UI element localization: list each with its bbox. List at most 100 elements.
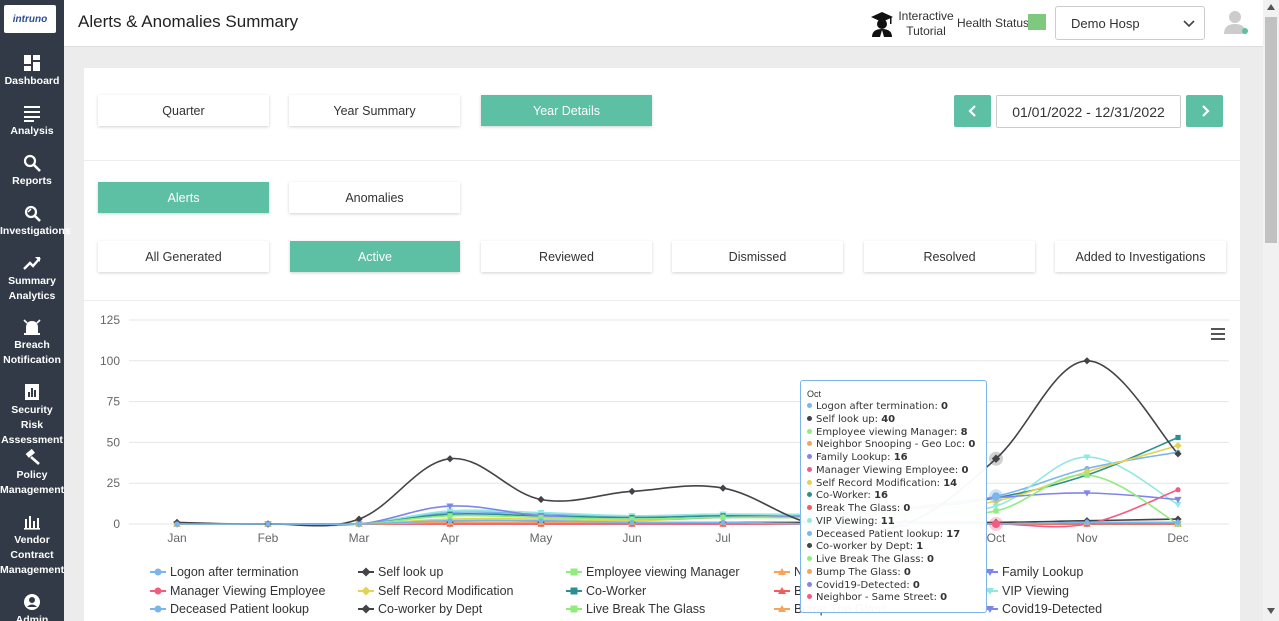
tooltip-row: Bump The Glass: 0	[807, 567, 980, 580]
tooltip-dot	[807, 556, 812, 561]
tooltip-dot	[807, 479, 812, 485]
hospital-select[interactable]: Demo Hosp	[1055, 6, 1205, 40]
tooltip-dot	[807, 428, 812, 434]
interactive-tutorial-link[interactable]: Interactive Tutorial	[898, 9, 954, 38]
tooltip-series-value: 1	[916, 541, 924, 553]
sidebar-item-label: Reports	[12, 175, 52, 187]
sidebar-item-label: Security Risk Assessment	[1, 404, 63, 446]
tooltip-series-value: 0	[903, 566, 911, 578]
tab-alerts[interactable]: Alerts	[98, 182, 269, 213]
tab-dismissed[interactable]: Dismissed	[672, 241, 843, 272]
tab-added-to-investigations[interactable]: Added to Investigations	[1055, 241, 1226, 272]
prev-period-button[interactable]	[954, 95, 991, 127]
series-line	[177, 436, 1179, 526]
series-point	[1175, 519, 1181, 525]
sidebar-item-investigations[interactable]: Investigations	[0, 204, 71, 239]
tooltip-series-name: Covid19-Detected:	[816, 579, 913, 591]
series-point	[720, 514, 726, 521]
page-scrollbar[interactable]	[1263, 0, 1279, 621]
legend-label: Self look up	[378, 565, 444, 579]
tooltip-series-name: Co-worker by Dept:	[816, 541, 917, 553]
tab-all-generated[interactable]: All Generated	[98, 241, 269, 272]
sidebar-item-security-risk-assessment[interactable]: Security Risk Assessment	[0, 383, 64, 448]
tooltip-series-value: 8	[960, 426, 968, 438]
tooltip-dot	[807, 581, 812, 587]
legend-label: Family Lookup	[1002, 565, 1084, 579]
tooltip-series-value: 0	[940, 592, 948, 604]
series-point	[174, 521, 180, 527]
scrollbar-thumb[interactable]	[1265, 17, 1277, 243]
series-point	[355, 515, 363, 523]
series-point	[1083, 357, 1091, 365]
series-line	[177, 444, 1179, 526]
series-point	[1175, 487, 1181, 493]
sidebar-item-reports[interactable]: Reports	[0, 154, 64, 189]
date-range-display[interactable]: 01/01/2022 - 12/31/2022	[996, 95, 1181, 128]
scroll-up-arrow-icon[interactable]	[1267, 4, 1275, 10]
sidebar-item-breach-notification[interactable]: Breach Notification	[0, 318, 64, 368]
legend-label: Employee viewing Manager	[586, 565, 740, 579]
tooltip-series-name: VIP Viewing:	[816, 515, 881, 527]
tooltip-dot	[807, 543, 812, 549]
legend-symbol	[774, 568, 790, 575]
investigation-icon	[24, 205, 41, 222]
sidebar-item-label: Dashboard	[4, 75, 60, 87]
legend-symbol	[566, 568, 582, 576]
x-tick-label: Dec	[1167, 531, 1188, 545]
tooltip-series-name: Bump The Glass:	[816, 566, 904, 578]
scroll-down-arrow-icon[interactable]	[1267, 608, 1275, 614]
legend-symbol	[150, 568, 166, 576]
tab-anomalies[interactable]: Anomalies	[289, 182, 460, 213]
tooltip-series-name: Self Record Modification:	[816, 477, 944, 489]
tab-resolved[interactable]: Resolved	[864, 241, 1035, 272]
sidebar-item-policy-management[interactable]: Policy Management	[0, 448, 64, 498]
app-logo[interactable]: intruno	[4, 5, 56, 33]
tooltip-dot	[807, 568, 812, 574]
sidebar-item-summary-analytics[interactable]: Summary Analytics	[0, 254, 64, 304]
series-point	[629, 519, 635, 525]
y-tick-label: 75	[107, 395, 121, 409]
tab-quarter[interactable]: Quarter	[98, 95, 269, 126]
tab-year-summary[interactable]: Year Summary	[289, 95, 460, 126]
tab-active[interactable]: Active	[290, 241, 460, 272]
sidebar-item-admin[interactable]: Admin	[0, 593, 64, 621]
alarm-icon	[23, 319, 41, 335]
series-point	[1083, 490, 1091, 497]
series-point	[1174, 501, 1182, 509]
series-point	[992, 503, 1000, 510]
tooltip-row: Covid19-Detected: 0	[807, 580, 980, 593]
tooltip-row: Self look up: 40	[807, 414, 980, 427]
chart-menu-icon[interactable]	[1211, 328, 1225, 340]
legend-label: N	[794, 565, 804, 579]
legend-label: VIP Viewing	[1002, 584, 1069, 598]
alerts-line-chart: 0255075100125JanFebMarAprMayJunJulAugSep…	[100, 313, 1229, 545]
tooltip-series-name: Family Lookup:	[816, 452, 894, 463]
series-point	[992, 492, 1000, 501]
tooltip-dot	[807, 415, 812, 421]
tooltip-series-name: Break The Glass:	[816, 503, 904, 514]
tooltip-series-value: 0	[903, 503, 911, 514]
legend-label: Covid19-Detected	[1002, 602, 1103, 616]
trend-icon	[23, 257, 41, 270]
series-point	[447, 518, 453, 524]
series-point	[1084, 472, 1090, 478]
tooltip-series-value: 0	[927, 554, 934, 565]
x-tick-label: May	[530, 531, 553, 545]
sidebar-item-dashboard[interactable]: Dashboard	[0, 54, 64, 89]
tooltip-row: Break The Glass: 0	[807, 503, 980, 516]
tab-reviewed[interactable]: Reviewed	[481, 241, 652, 272]
page-title: Alerts & Anomalies Summary	[78, 12, 299, 31]
hospital-select-value: Demo Hosp	[1071, 16, 1140, 31]
sidebar: intruno Dashboard Analysis Reports Investig…	[0, 0, 71, 621]
sidebar-item-vendor-contract-management[interactable]: Vendor Contract Management	[0, 513, 64, 578]
tooltip-series-name: Co-Worker:	[816, 490, 875, 502]
tab-year-details[interactable]: Year Details	[481, 95, 652, 126]
graduate-icon[interactable]	[870, 11, 894, 37]
series-point	[719, 484, 727, 492]
x-tick-label: Feb	[258, 531, 279, 545]
user-avatar-icon[interactable]	[1223, 9, 1249, 35]
next-period-button[interactable]	[1186, 95, 1223, 127]
sidebar-item-analysis[interactable]: Analysis	[0, 104, 64, 139]
legend-label: Live Break The Glass	[586, 602, 706, 616]
tooltip-series-name: Employee viewing Manager:	[816, 426, 961, 438]
